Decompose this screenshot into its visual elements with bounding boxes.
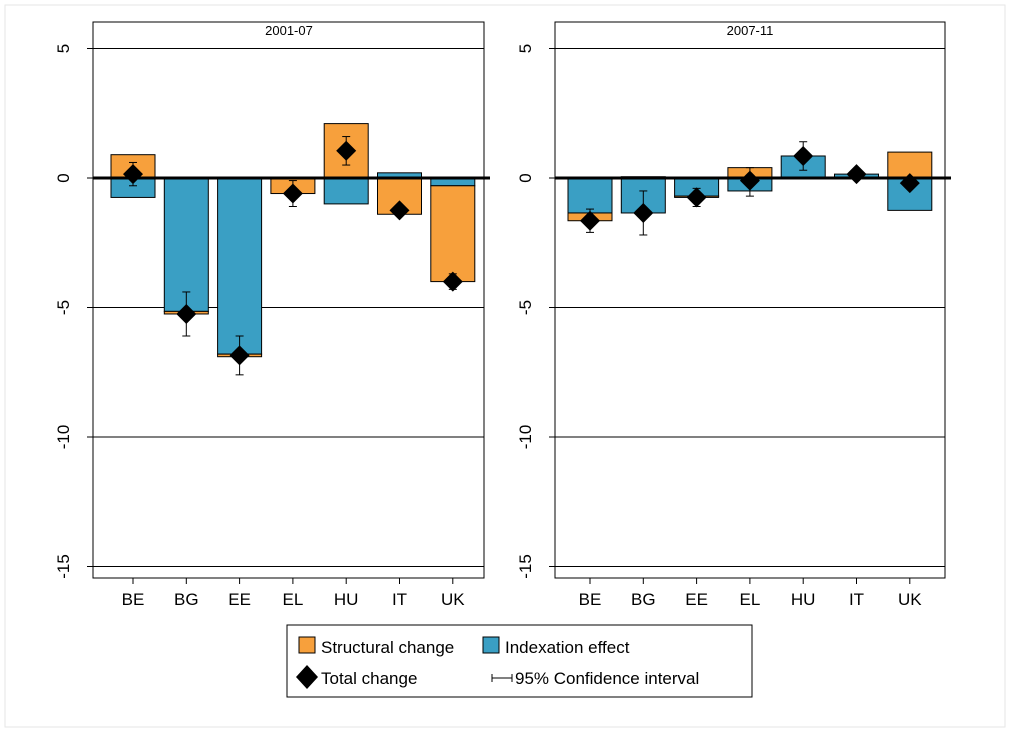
total-diamond — [899, 173, 920, 194]
legend-indexation-label: Indexation effect — [505, 638, 630, 657]
panel-title: 2001-07 — [265, 23, 313, 38]
x-tick-label: BE — [122, 590, 145, 609]
plot-area — [92, 21, 485, 579]
y-tick-label: 5 — [54, 44, 73, 53]
plot-area — [554, 21, 946, 579]
y-tick-label: 5 — [516, 44, 535, 53]
legend-total-diamond — [296, 665, 318, 689]
legend-total-label: Total change — [321, 669, 417, 688]
y-tick-label: 0 — [54, 173, 73, 182]
total-diamond — [739, 170, 760, 191]
total-diamond — [633, 202, 654, 223]
y-tick-label: -15 — [54, 554, 73, 579]
panel-2001-07: 2001-07 5 0 -5 -10 -15 BE BG EE EL HU IT UK — [54, 21, 490, 609]
x-tick-label: EE — [685, 590, 708, 609]
bar-indexation — [323, 177, 369, 205]
x-tick-label: IT — [392, 590, 407, 609]
legend-ci-icon — [491, 674, 513, 682]
total-diamond — [282, 183, 303, 204]
x-tick-label: BG — [631, 590, 656, 609]
legend-ci-label: 95% Confidence interval — [515, 669, 699, 688]
panel-title: 2007-11 — [727, 23, 774, 38]
total-diamond — [229, 345, 250, 366]
panel-2007-11: 2007-11 5 0 -5 -10 -15 BE BG EE EL HU IT UK — [516, 21, 951, 609]
x-tick-label: EL — [740, 590, 761, 609]
legend-indexation-swatch — [482, 636, 500, 654]
y-tick-label: -15 — [516, 554, 535, 579]
y-tick-label: -10 — [516, 425, 535, 450]
bar-indexation — [217, 177, 263, 355]
legend: Structural change Indexation effect Tota… — [286, 624, 753, 698]
x-tick-label: UK — [898, 590, 922, 609]
chart-panels: 2001-07 5 0 -5 -10 -15 BE BG EE EL HU IT UK 2007-11 5 0… — [54, 21, 951, 609]
total-diamond — [442, 271, 463, 292]
total-diamond — [389, 200, 410, 221]
total-diamond — [176, 303, 197, 324]
x-tick-label: BE — [579, 590, 602, 609]
x-tick-label: HU — [791, 590, 816, 609]
total-diamond — [686, 187, 707, 208]
y-tick-label: -5 — [54, 300, 73, 315]
x-tick-label: BG — [174, 590, 199, 609]
bar-indexation — [163, 177, 209, 312]
x-tick-label: UK — [441, 590, 465, 609]
total-diamond — [846, 164, 867, 185]
x-tick-label: EE — [228, 590, 251, 609]
x-tick-label: IT — [849, 590, 864, 609]
bar-indexation — [567, 177, 613, 214]
figure-border — [4, 4, 1006, 728]
legend-structural-swatch — [298, 636, 316, 654]
legend-structural-label: Structural change — [321, 638, 454, 657]
bar-structural — [430, 185, 476, 283]
y-tick-label: -5 — [516, 300, 535, 315]
x-tick-label: HU — [334, 590, 359, 609]
legend-box — [286, 624, 753, 698]
y-tick-label: -10 — [54, 425, 73, 450]
total-diamond — [123, 164, 143, 185]
x-tick-label: EL — [283, 590, 304, 609]
total-diamond — [793, 145, 814, 166]
total-diamond — [336, 140, 357, 161]
total-diamond — [580, 210, 600, 231]
y-tick-label: 0 — [516, 173, 535, 182]
